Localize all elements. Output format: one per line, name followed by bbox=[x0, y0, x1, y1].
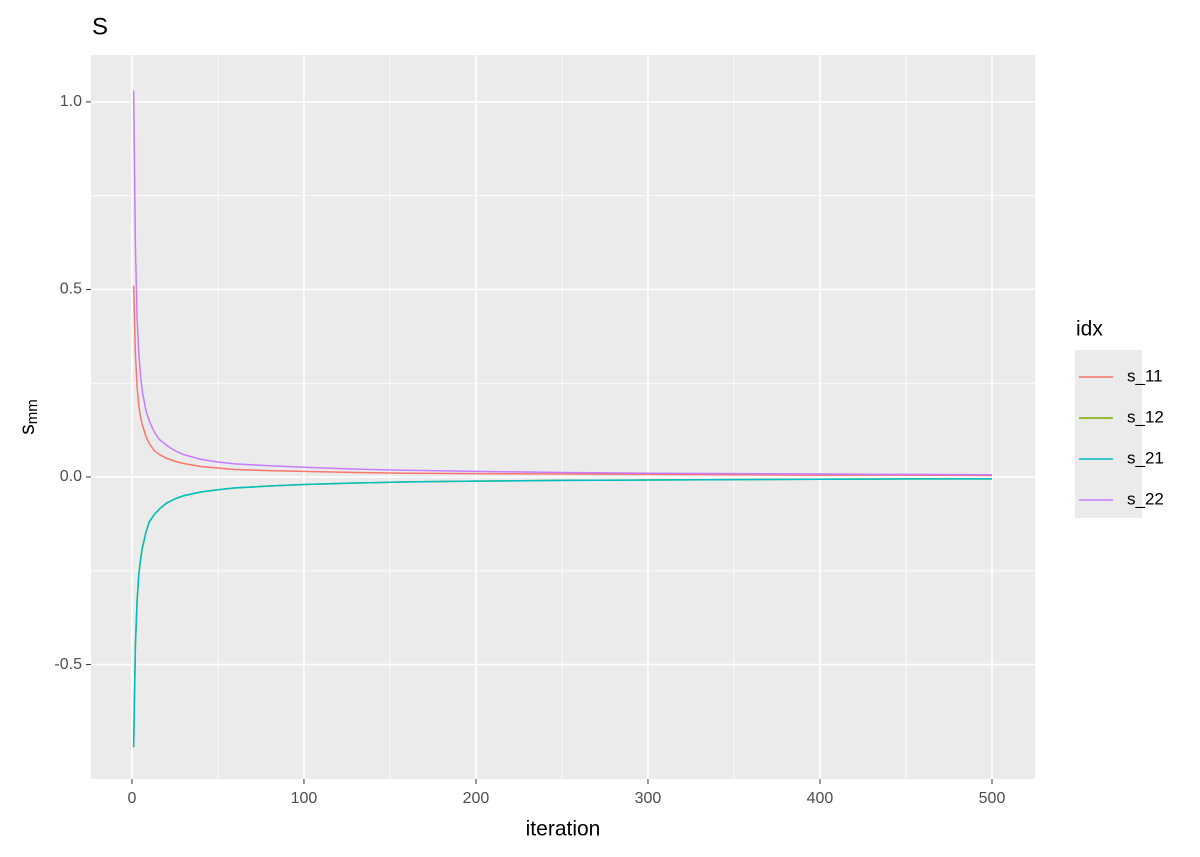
legend-label: s_21 bbox=[1127, 448, 1164, 467]
x-tick-label: 300 bbox=[635, 790, 662, 807]
y-tick-label: -0.5 bbox=[54, 656, 82, 673]
y-tick-label: 1.0 bbox=[60, 93, 82, 110]
grid bbox=[91, 55, 1035, 779]
chart-title: S bbox=[92, 13, 108, 40]
series-line bbox=[132, 90, 993, 476]
series-line bbox=[132, 478, 992, 748]
x-axis-title: iteration bbox=[526, 818, 601, 841]
x-tick-label: 0 bbox=[127, 790, 136, 807]
lines bbox=[132, 90, 993, 748]
y-tick-label: 0.5 bbox=[60, 281, 82, 298]
x-tick-label: 500 bbox=[979, 790, 1006, 807]
x-tick-label: 100 bbox=[291, 790, 318, 807]
y-axis-title-base: s bbox=[16, 424, 39, 435]
panel bbox=[91, 55, 1035, 779]
legend: s_11 s_12 s_21 s_22 bbox=[1075, 350, 1164, 518]
legend-label: s_22 bbox=[1127, 489, 1164, 508]
legend-label: s_11 bbox=[1127, 366, 1163, 385]
series-line bbox=[132, 285, 993, 477]
y-axis-title-subscript: mm bbox=[24, 399, 41, 424]
legend-title: idx bbox=[1076, 318, 1103, 341]
x-tick-label: 200 bbox=[463, 790, 490, 807]
legend-label: s_12 bbox=[1127, 407, 1164, 426]
y-axis-title: smm bbox=[16, 399, 41, 435]
legend-keys-bg bbox=[1075, 350, 1142, 518]
x-tick-label: 400 bbox=[807, 790, 834, 807]
y-tick-label: 0.0 bbox=[60, 468, 82, 485]
